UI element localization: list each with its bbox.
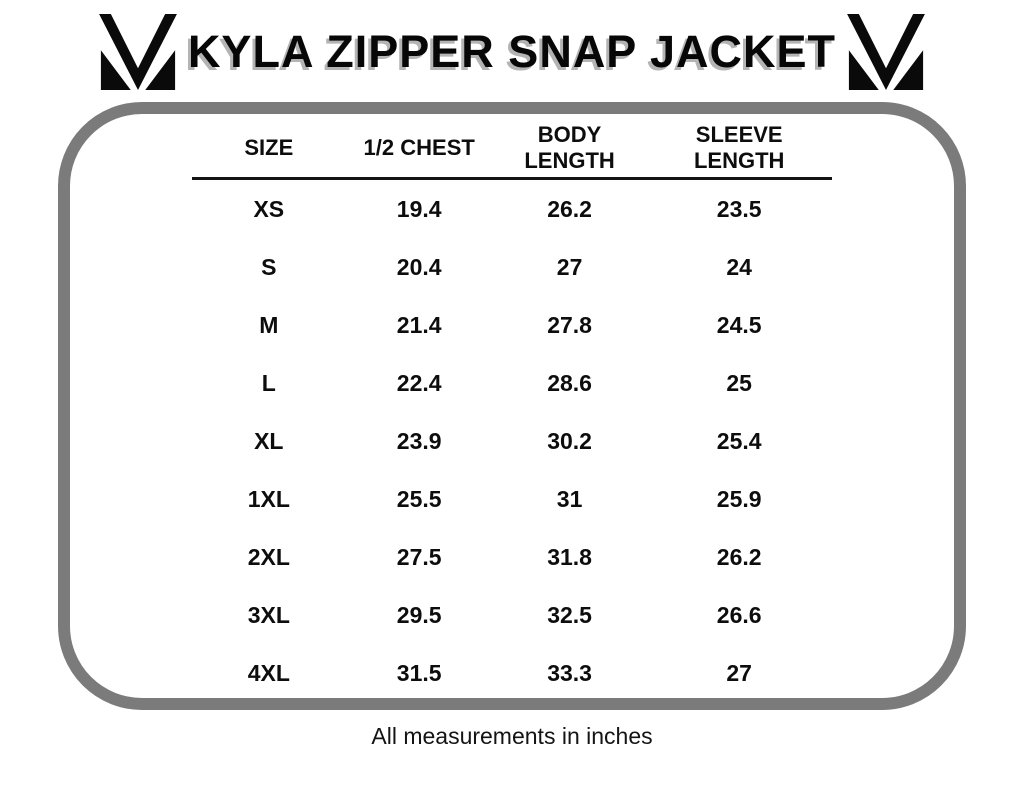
measurement-value: 26.6 (716, 601, 762, 628)
size-label: L (261, 369, 276, 396)
size-row-xl: XL 23.9 30.2 25.4 (192, 412, 832, 470)
column-header-1-2-chest: 1/2 CHEST (363, 134, 475, 160)
measurement-value: 27.5 (396, 543, 442, 570)
measurement-value: 33.3 (547, 659, 592, 686)
measurement-value: 26.2 (716, 543, 762, 570)
size-label: S (261, 253, 277, 280)
size-label: 1XL (247, 485, 290, 512)
measurement-value: 27 (726, 659, 752, 686)
header-row: SIZE 1/2 CHEST BODY LENGTH SLEEVE LENGTH (192, 119, 832, 179)
size-row-1xl: 1XL 25.5 31 25.9 (192, 470, 832, 528)
measurement-value: 32.5 (547, 601, 592, 628)
measurement-value: 25 (726, 369, 752, 396)
size-row-m: M 21.4 27.8 24.5 (192, 296, 832, 354)
measurement-value: 29.5 (396, 601, 442, 628)
measurement-value: 24 (726, 253, 752, 280)
measurement-value: 25.5 (396, 485, 442, 512)
measurement-value: 28.6 (547, 369, 592, 396)
measurement-value: 27 (556, 253, 583, 280)
size-table-header: SIZE 1/2 CHEST BODY LENGTH SLEEVE LENGTH (192, 119, 832, 179)
column-header-body-length: BODY LENGTH (524, 121, 615, 173)
size-label: 3XL (247, 601, 290, 628)
header: KYLA ZIPPER SNAP JACKET (0, 0, 1024, 92)
size-label: M (259, 311, 279, 338)
measurement-value: 20.4 (396, 253, 442, 280)
measurement-value: 23.9 (396, 427, 442, 454)
column-header-sleeve-length: SLEEVE LENGTH (693, 121, 785, 173)
size-label: 2XL (247, 543, 290, 570)
measurement-value: 25.4 (716, 427, 762, 454)
size-row-4xl: 4XL 31.5 33.3 27 (192, 644, 832, 702)
measurement-value: 25.9 (716, 485, 762, 512)
measurement-value: 31.5 (396, 659, 442, 686)
size-label: 4XL (247, 659, 290, 686)
measurement-value: 31 (556, 485, 583, 512)
size-table: SIZE 1/2 CHEST BODY LENGTH SLEEVE LENGTH XS… (192, 119, 832, 702)
measurement-value: 19.4 (396, 195, 442, 222)
measurement-value: 27.8 (547, 311, 592, 338)
size-table-panel: SIZE 1/2 CHEST BODY LENGTH SLEEVE LENGTH XS… (58, 102, 966, 710)
brand-m-icon (840, 14, 932, 90)
size-row-s: S 20.4 27 24 (192, 238, 832, 296)
size-label: XS (253, 195, 285, 222)
measurement-value: 30.2 (547, 427, 592, 454)
size-row-2xl: 2XL 27.5 31.8 26.2 (192, 528, 832, 586)
size-row-l: L 22.4 28.6 25 (192, 354, 832, 412)
measurement-value: 21.4 (396, 311, 442, 338)
measurement-value: 31.8 (547, 543, 592, 570)
size-label: XL (254, 427, 284, 454)
brand-m-icon (92, 14, 184, 90)
column-header-size: SIZE (244, 134, 294, 160)
measurements-note: All measurements in inches (371, 723, 653, 749)
measurement-value: 22.4 (396, 369, 442, 396)
measurement-value: 26.2 (547, 195, 592, 222)
size-row-xs: XS 19.4 26.2 23.5 (192, 179, 832, 239)
measurement-value: 24.5 (716, 311, 762, 338)
page-title: KYLA ZIPPER SNAP JACKET (187, 26, 837, 77)
measurement-value: 23.5 (716, 195, 762, 222)
size-table-body: XS 19.4 26.2 23.5 S 20.4 27 24 M 21.4 27.8 24.5 L 22.… (192, 179, 832, 703)
size-row-3xl: 3XL 29.5 32.5 26.6 (192, 586, 832, 644)
